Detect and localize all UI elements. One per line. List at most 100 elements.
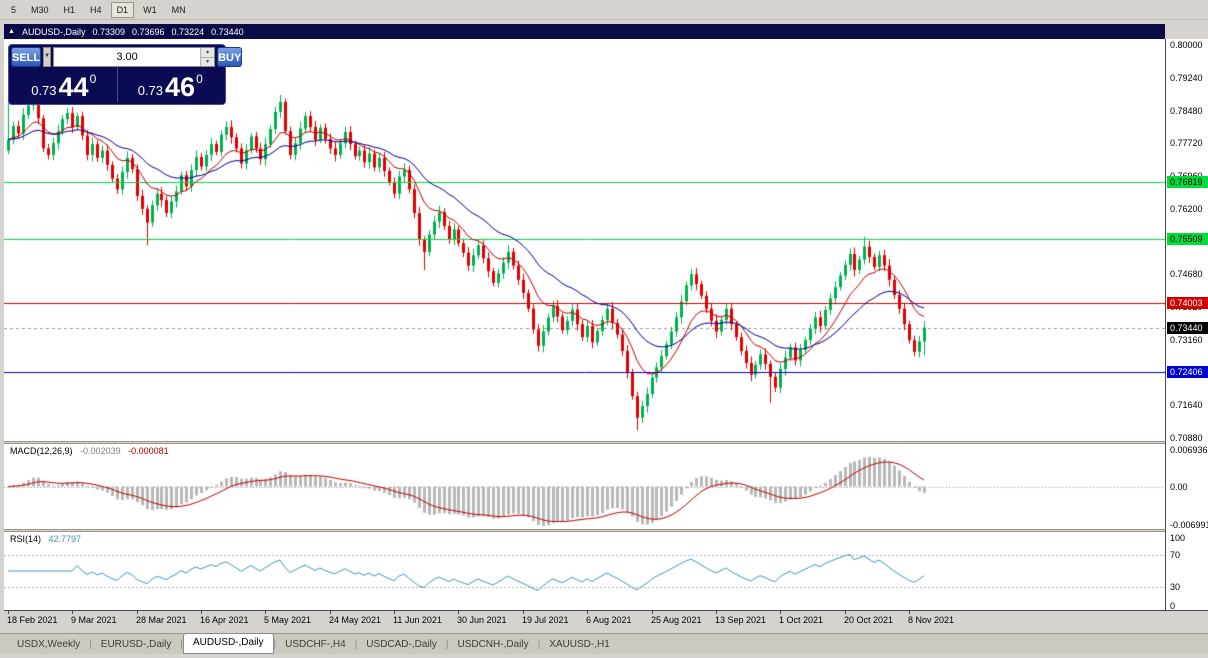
price-axis-label: 0.79240 [1170, 72, 1203, 83]
timeframe-button-h4[interactable]: H4 [90, 4, 102, 15]
sell-price-prefix: 0.73 [31, 83, 57, 98]
chart-tabbar: USDX,Weekly | EURUSD-,Daily | AUDUSD-,Daily |… [0, 632, 1208, 654]
date-axis-label: 30 Jun 2021 [457, 615, 507, 625]
rsi-axis-label: 100 [1170, 533, 1186, 543]
tab-separator: | [273, 638, 277, 650]
date-axis-label: 9 Mar 2021 [71, 615, 117, 625]
panel-splitter-rsi[interactable] [4, 529, 1208, 532]
sell-price-display[interactable]: 0.73 44 0 [11, 67, 118, 102]
volume-decrease-button[interactable]: ▼ [201, 57, 215, 66]
date-axis-label: 11 Jun 2021 [393, 615, 442, 625]
buy-price-prefix: 0.73 [137, 83, 164, 98]
rsi-panel-canvas[interactable] [4, 532, 1165, 610]
timeframe-button-d1[interactable]: D1 [110, 1, 135, 18]
chart-tab-3[interactable]: USDCHF-,H4 [285, 638, 346, 650]
price-axis-label: 0.76960 [1170, 171, 1203, 181]
one-click-trade-panel: SELL ▼ ▲ ▼ BUY 0.73 44 0 0.73 46 0 [8, 44, 243, 105]
chart-tab-1[interactable]: EURUSD-,Daily [100, 638, 172, 650]
timeframe-button-5[interactable]: 5 [11, 4, 17, 15]
rsi-label-row: RSI(14) 42.7797 [10, 534, 86, 544]
macd-axis-label: -0.006991 [1170, 519, 1208, 530]
chart-tab-2[interactable]: AUDUSD-,Daily [182, 632, 274, 654]
rsi-axis-label: 0 [1170, 601, 1176, 611]
volume-spinner: ▲ ▼ [200, 48, 215, 66]
price-axis-label: 0.78480 [1170, 105, 1203, 116]
tab-separator: | [537, 638, 541, 650]
chart-tab-0[interactable]: USDX,Weekly [17, 638, 81, 650]
date-axis-label: 8 Nov 2021 [908, 615, 955, 625]
chart-window-icon: ▲ [8, 28, 15, 35]
hline-price-badge: 0.75509 [1167, 232, 1208, 245]
last-price-badge: 0.73440 [1167, 321, 1208, 334]
status-strip [0, 654, 1208, 658]
panel-splitter-macd[interactable] [4, 441, 1208, 444]
date-axis-label: 13 Sep 2021 [715, 615, 767, 625]
volume-increase-button[interactable]: ▲ [201, 48, 215, 58]
date-axis-label: 20 Oct 2021 [844, 615, 894, 625]
date-tick-mark [265, 611, 266, 614]
tab-separator: | [89, 638, 92, 650]
date-axis-label: 1 Oct 2021 [779, 615, 824, 625]
date-tick-mark [780, 611, 781, 614]
macd-panel-canvas[interactable] [4, 444, 1165, 529]
date-axis[interactable]: 18 Feb 2021 9 Mar 2021 28 Mar 2021 16 Apr 2… [4, 610, 1208, 630]
sell-button[interactable]: SELL [11, 47, 42, 67]
volume-dropdown-button[interactable]: ▼ [43, 47, 52, 67]
chart-tab-5[interactable]: USDCNH-,Daily [457, 638, 529, 650]
date-tick-mark [330, 611, 331, 614]
price-axis-label: 0.76200 [1170, 203, 1203, 214]
date-tick-mark [523, 611, 524, 614]
timeframe-button-h1[interactable]: H1 [63, 4, 76, 15]
rsi-name-label: RSI(14) [10, 534, 42, 544]
price-axis[interactable]: 0.80000 0.79240 0.78480 0.77720 0.76960 0.762… [1165, 39, 1208, 611]
rsi-axis-label: 30 [1170, 581, 1181, 592]
timeframe-button-w1[interactable]: W1 [143, 4, 157, 15]
date-axis-label: 18 Feb 2021 [7, 615, 58, 625]
rsi-value: 42.7797 [48, 534, 82, 544]
macd-main-value: -0.002039 [80, 446, 121, 456]
chart-symbol-period: AUDUSD-,Daily [21, 26, 86, 37]
tab-separator: | [180, 638, 183, 650]
price-axis-label: 0.74680 [1170, 269, 1203, 280]
macd-signal-value: -0.000081 [128, 446, 169, 456]
buy-button[interactable]: BUY [217, 47, 243, 67]
sell-price-pips: 44 [58, 72, 89, 103]
date-tick-mark [716, 611, 717, 614]
tab-separator: | [445, 638, 449, 650]
main-chart-canvas[interactable] [4, 39, 1165, 441]
date-tick-mark [458, 611, 459, 614]
volume-input[interactable] [54, 48, 201, 66]
hline-price-badge: 0.76819 [1167, 176, 1208, 189]
timeframe-button-mn[interactable]: MN [171, 4, 186, 15]
ohlc-close: 0.73440 [211, 26, 244, 37]
date-tick-mark [394, 611, 395, 614]
chart-tab-4[interactable]: USDCAD-,Daily [366, 638, 437, 650]
date-axis-label: 25 Aug 2021 [651, 615, 702, 625]
date-axis-label: 28 Mar 2021 [136, 615, 187, 625]
date-tick-mark [72, 611, 73, 614]
date-tick-mark [587, 611, 588, 614]
date-axis-label: 24 May 2021 [329, 615, 382, 625]
timeframe-toolbar: 5 M30 H1 H4 D1 W1 MN [0, 0, 1208, 20]
price-axis-label: 0.70880 [1170, 432, 1203, 443]
volume-box: ▲ ▼ [53, 47, 216, 67]
macd-axis-label: 0.006936 [1170, 445, 1208, 455]
hline-price-badge: 0.74003 [1167, 297, 1208, 310]
timeframe-button-m30[interactable]: M30 [31, 4, 49, 15]
ohlc-low: 0.73224 [171, 26, 205, 37]
dropdown-arrow-icon: ▼ [44, 53, 51, 59]
date-axis-label: 16 Apr 2021 [200, 615, 249, 625]
buy-price-display[interactable]: 0.73 46 0 [118, 67, 224, 102]
macd-name-label: MACD(12,26,9) [10, 446, 73, 456]
buy-price-pips: 46 [165, 72, 196, 103]
ohlc-open: 0.73309 [92, 26, 125, 37]
date-tick-mark [8, 611, 9, 614]
date-tick-mark [845, 611, 846, 614]
date-axis-label: 5 May 2021 [264, 615, 312, 625]
date-tick-mark [909, 611, 910, 614]
date-tick-mark [137, 611, 138, 614]
macd-axis-label: 0.00 [1170, 481, 1188, 492]
chart-title-bar[interactable]: ▲ AUDUSD-,Daily 0.73309 0.73696 0.73224 … [4, 24, 1165, 39]
date-axis-label: 19 Jul 2021 [522, 615, 569, 625]
chart-tab-6[interactable]: XAUUSD-,H1 [549, 638, 610, 650]
